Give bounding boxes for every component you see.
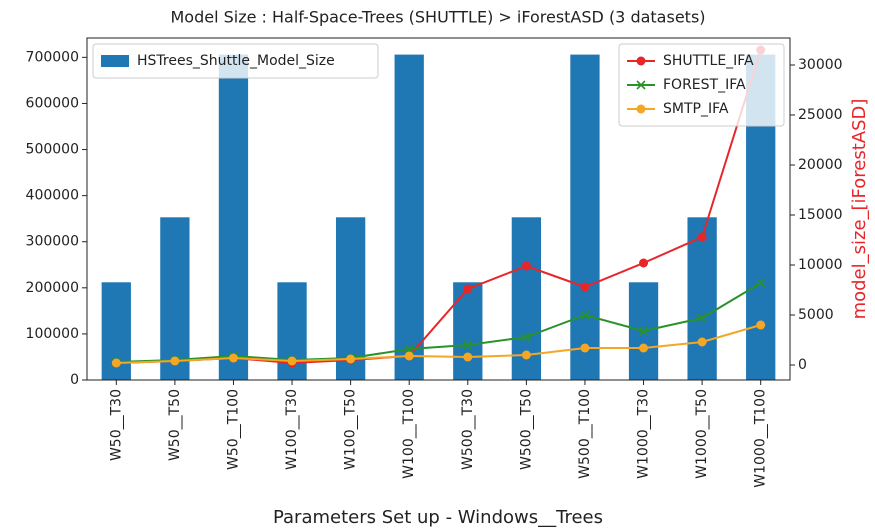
x-tick-label: W100__T100: [401, 389, 417, 479]
marker: [580, 310, 590, 320]
line: [116, 324, 761, 364]
y-tick-label: 400000: [26, 188, 79, 204]
marker: [639, 343, 649, 353]
marker: [697, 337, 707, 347]
x-tick-label: W1000__T30: [636, 389, 652, 479]
legend-label: SMTP_IFA: [663, 101, 729, 117]
marker: [521, 332, 531, 342]
y2-tick-label: 25000: [798, 107, 843, 123]
bar: [570, 54, 600, 381]
marker: [404, 351, 414, 361]
marker: [170, 356, 180, 366]
y2-tick-label: 5000: [798, 307, 834, 323]
marker: [697, 232, 707, 242]
x-tick-label: W1000__T100: [753, 389, 769, 488]
y-tick-label: 100000: [26, 326, 79, 342]
legend-swatch: [101, 55, 129, 67]
x-tick-label: W50__T30: [108, 389, 124, 461]
y-tick-label: 700000: [26, 49, 79, 65]
legend-label: SHUTTLE_IFA: [663, 53, 754, 69]
x-tick-label: W500__T50: [518, 389, 534, 470]
marker: [228, 353, 238, 363]
bar: [453, 282, 483, 380]
marker: [638, 326, 649, 336]
marker: [697, 313, 707, 323]
plot-frame: [86, 37, 791, 381]
y2-axis-label: model_size_[iForestASD]: [849, 99, 870, 320]
x-tick-label: W50__T100: [225, 389, 241, 470]
y-tick-label: 600000: [26, 95, 79, 111]
legend-label: FOREST_IFA: [663, 77, 746, 93]
legend-label: HSTrees_Shuttle_Model_Size: [137, 53, 335, 69]
marker: [521, 261, 531, 271]
x-tick-label: W500__T100: [577, 389, 593, 479]
marker: [287, 356, 297, 366]
marker: [521, 350, 531, 360]
chart-title: Model Size : Half-Space-Trees (SHUTTLE) …: [170, 8, 705, 27]
marker: [404, 344, 414, 354]
marker: [639, 258, 649, 268]
y2-tick-label: 15000: [798, 207, 843, 223]
legend-box: [618, 43, 785, 127]
bar: [335, 217, 366, 380]
marker: [463, 340, 473, 350]
legend-marker: [636, 104, 646, 114]
legend-marker: [636, 56, 646, 66]
bar: [160, 217, 190, 380]
y2-tick-label: 30000: [798, 57, 843, 73]
y2-tick-label: 10000: [798, 257, 843, 273]
x-axis-label: Parameters Set up - Windows__Trees: [273, 507, 603, 528]
marker: [580, 343, 590, 353]
y-tick-label: 200000: [26, 280, 79, 296]
legend-box: [92, 43, 379, 79]
marker: [756, 320, 766, 330]
bar: [394, 54, 424, 381]
y-tick-label: 0: [70, 372, 79, 388]
x-tick-label: W1000__T50: [694, 389, 710, 479]
y-tick-label: 500000: [26, 142, 79, 158]
x-tick-label: W500__T30: [460, 389, 476, 470]
legend-marker: [636, 80, 646, 90]
y2-tick-label: 0: [798, 357, 807, 373]
y2-tick-label: 20000: [798, 157, 843, 173]
line: [116, 282, 762, 363]
marker: [111, 358, 121, 368]
x-tick-label: W100__T50: [343, 389, 359, 470]
bar: [687, 217, 717, 380]
marker: [463, 284, 473, 294]
x-tick-label: W50__T50: [167, 389, 183, 461]
y-tick-label: 300000: [26, 234, 79, 250]
bar: [218, 54, 249, 381]
marker: [756, 278, 766, 288]
marker: [463, 352, 473, 362]
x-tick-label: W100__T30: [284, 389, 300, 470]
marker: [346, 354, 356, 364]
marker: [580, 282, 590, 292]
